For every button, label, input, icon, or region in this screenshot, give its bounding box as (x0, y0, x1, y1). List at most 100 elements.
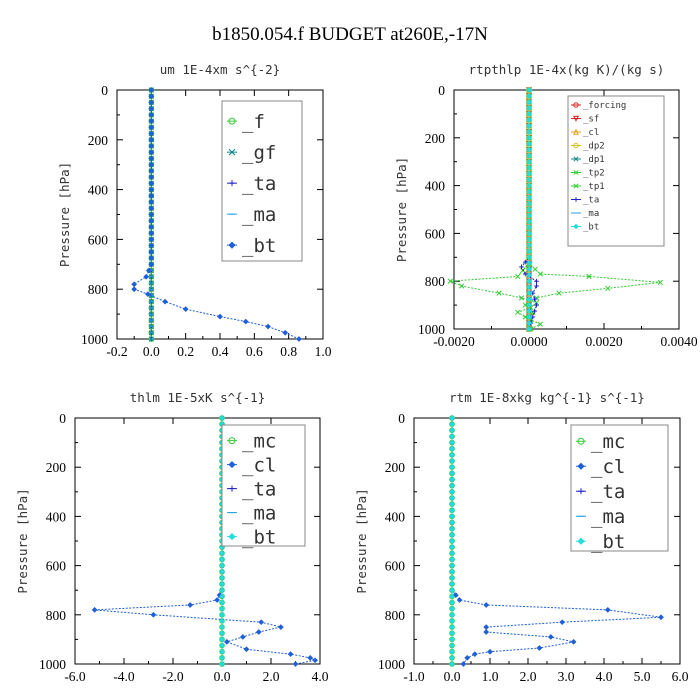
legend-entry: _ta (583, 196, 599, 206)
legend-entry: _ta (591, 481, 625, 503)
data-point (449, 556, 455, 563)
data-point (219, 593, 225, 600)
y-tick-label: 400 (46, 509, 67, 524)
y-tick-label: 400 (425, 179, 446, 194)
legend-marker (577, 537, 585, 545)
data-point (534, 302, 539, 308)
data-point (496, 290, 502, 296)
data-point (150, 611, 157, 618)
legend-entry: _ta (242, 478, 276, 500)
data-point (148, 143, 155, 149)
data-point (449, 550, 455, 557)
data-point (526, 117, 532, 123)
legend-entry: _cl (591, 456, 625, 478)
data-point (449, 531, 455, 538)
data-point (456, 597, 463, 603)
data-point (449, 482, 455, 489)
data-point (526, 326, 532, 332)
data-point (526, 284, 532, 291)
data-point (219, 599, 225, 606)
data-point (148, 136, 155, 143)
y-tick-label: 600 (385, 559, 406, 574)
y-tick-label: 800 (385, 608, 406, 623)
x-tick-label: 3.0 (558, 669, 575, 684)
y-tick-label: 800 (425, 274, 446, 289)
data-point (148, 199, 155, 205)
x-tick-label: 4.0 (312, 669, 329, 684)
y-tick-label: 800 (88, 282, 109, 297)
data-point (526, 99, 532, 105)
data-point (449, 538, 455, 544)
data-point (148, 248, 155, 255)
data-point (526, 194, 532, 201)
data-point (536, 645, 543, 651)
legend-marker (578, 488, 584, 495)
legend-marker (573, 223, 579, 230)
data-point (148, 236, 155, 243)
data-point (449, 630, 455, 637)
data-point (148, 130, 155, 137)
data-point (526, 308, 532, 314)
legend-frame (567, 95, 665, 247)
y-tick-label: 200 (46, 460, 67, 475)
data-point (148, 211, 155, 218)
data-point (526, 93, 532, 99)
data-point (148, 180, 155, 187)
data-point (471, 651, 478, 658)
data-point (526, 182, 532, 189)
data-point (526, 87, 532, 93)
x-tick-label: -6.0 (64, 669, 86, 684)
data-point (219, 654, 225, 661)
panel-title: thlm 1E-5xK s^{-1} (130, 390, 265, 405)
data-point (532, 296, 537, 302)
data-point (526, 254, 532, 261)
y-tick-label: 600 (425, 226, 446, 241)
data-point (449, 519, 455, 526)
y-tick-label: 400 (385, 509, 406, 524)
data-point (296, 336, 302, 342)
data-point (526, 290, 532, 297)
x-tick-label: 2.0 (263, 669, 280, 684)
x-tick-label: -1.0 (403, 669, 425, 684)
data-point (449, 568, 455, 575)
data-point (526, 314, 532, 320)
data-point (522, 271, 528, 277)
data-point (526, 278, 532, 285)
y-tick-label: 600 (88, 232, 109, 247)
data-point (526, 248, 532, 255)
data-point (483, 624, 490, 630)
data-point (239, 634, 246, 640)
data-point (219, 630, 225, 637)
legend-entry: _ma (242, 204, 276, 226)
chart-panel-1: um 1E-4xm s^{-2} -0.2 0.0 0.2 0.4 0.6 0.8 1.0 0 2… (57, 62, 332, 359)
data-point (148, 149, 155, 156)
legend-marker (577, 462, 585, 470)
data-point (219, 581, 225, 587)
data-point (449, 445, 455, 452)
x-tick-label: 0.4 (212, 344, 229, 359)
data-point (449, 593, 455, 600)
data-point (657, 279, 663, 286)
data-point (219, 415, 225, 421)
data-point (526, 128, 532, 135)
data-point (449, 581, 455, 587)
data-point (537, 271, 543, 277)
data-point (449, 427, 455, 434)
data-point (219, 587, 225, 594)
data-point (547, 634, 554, 640)
x-tick-label: -2.0 (162, 669, 184, 684)
data-point (148, 112, 155, 118)
data-point (131, 281, 138, 288)
data-point (242, 318, 249, 325)
data-point (522, 302, 528, 308)
legend-frame (221, 424, 306, 547)
data-point (214, 597, 220, 603)
legend-entry: _mc (591, 431, 625, 453)
legend-entry: _ma (583, 209, 599, 219)
data-point (526, 206, 532, 213)
y-tick-label: 1000 (418, 322, 445, 337)
legend-entry: _ma (242, 502, 276, 524)
data-point (526, 176, 532, 183)
panel-title: rtm 1E-8xkg kg^{-1} s^{-1} (449, 390, 645, 405)
data-point (586, 273, 592, 280)
